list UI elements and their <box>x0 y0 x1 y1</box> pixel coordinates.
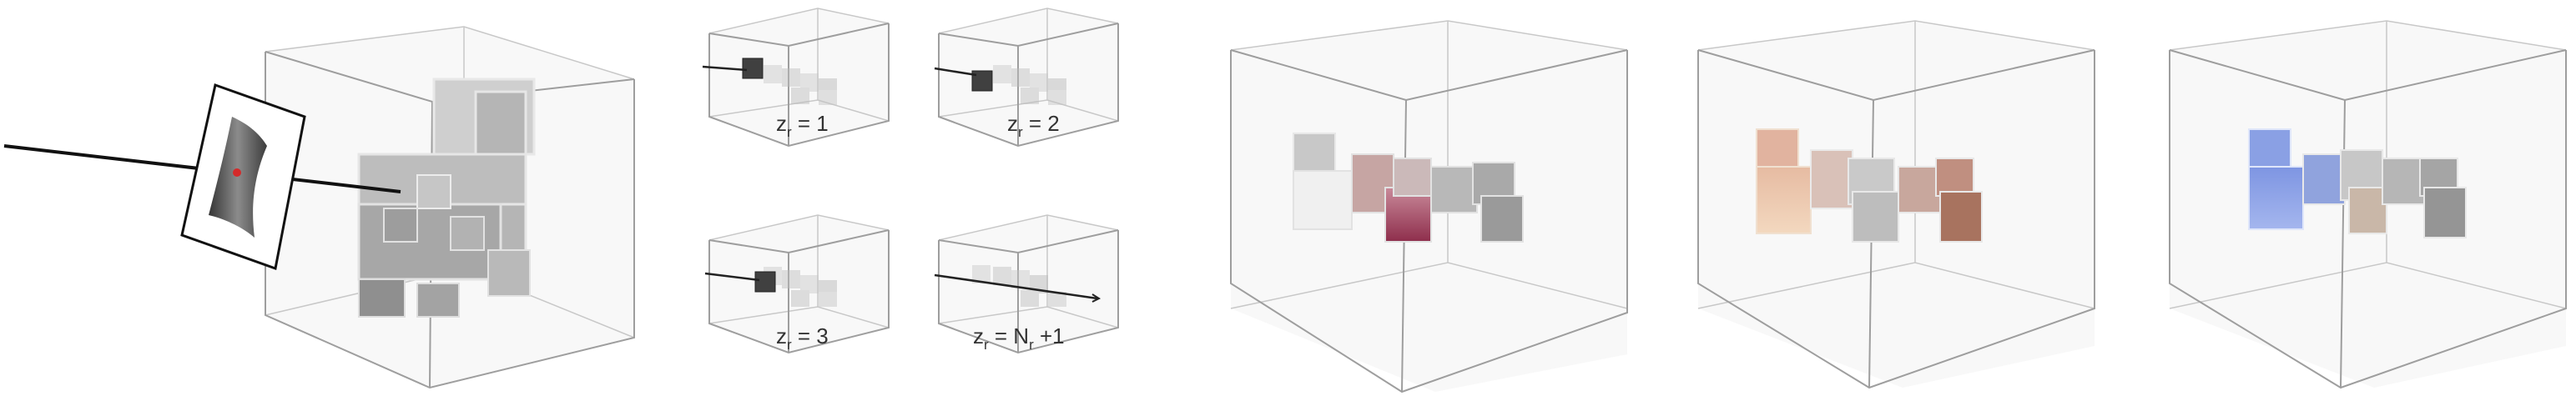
step-label-4: zr = Nr +1 <box>973 323 1065 353</box>
step-label-2: zr = 2 <box>1007 111 1060 140</box>
exit-ray <box>934 273 1098 300</box>
voxel-chair <box>357 78 536 318</box>
step-panel-4 <box>934 214 1119 354</box>
step-panels: zr = 1 zr = 2 <box>702 8 1119 354</box>
step-label-1: zr = 1 <box>776 111 829 140</box>
result-panel-1 <box>1230 20 1628 393</box>
result-panel-3 <box>2169 20 2567 389</box>
left-panel <box>3 26 635 389</box>
voxel-shape <box>1756 128 1983 243</box>
result-panel-2 <box>1697 20 2095 389</box>
active-voxel <box>742 58 764 79</box>
step-panel-1 <box>702 8 890 148</box>
ray-pixel-marker <box>233 168 241 177</box>
image-plane <box>180 83 306 271</box>
step-label-3: zr = 3 <box>776 323 829 353</box>
voxel-shape <box>2248 128 2467 238</box>
voxel-shape <box>1293 133 1524 243</box>
step-panel-2 <box>934 8 1119 148</box>
active-voxel <box>754 271 776 293</box>
step-panel-3 <box>704 214 890 354</box>
